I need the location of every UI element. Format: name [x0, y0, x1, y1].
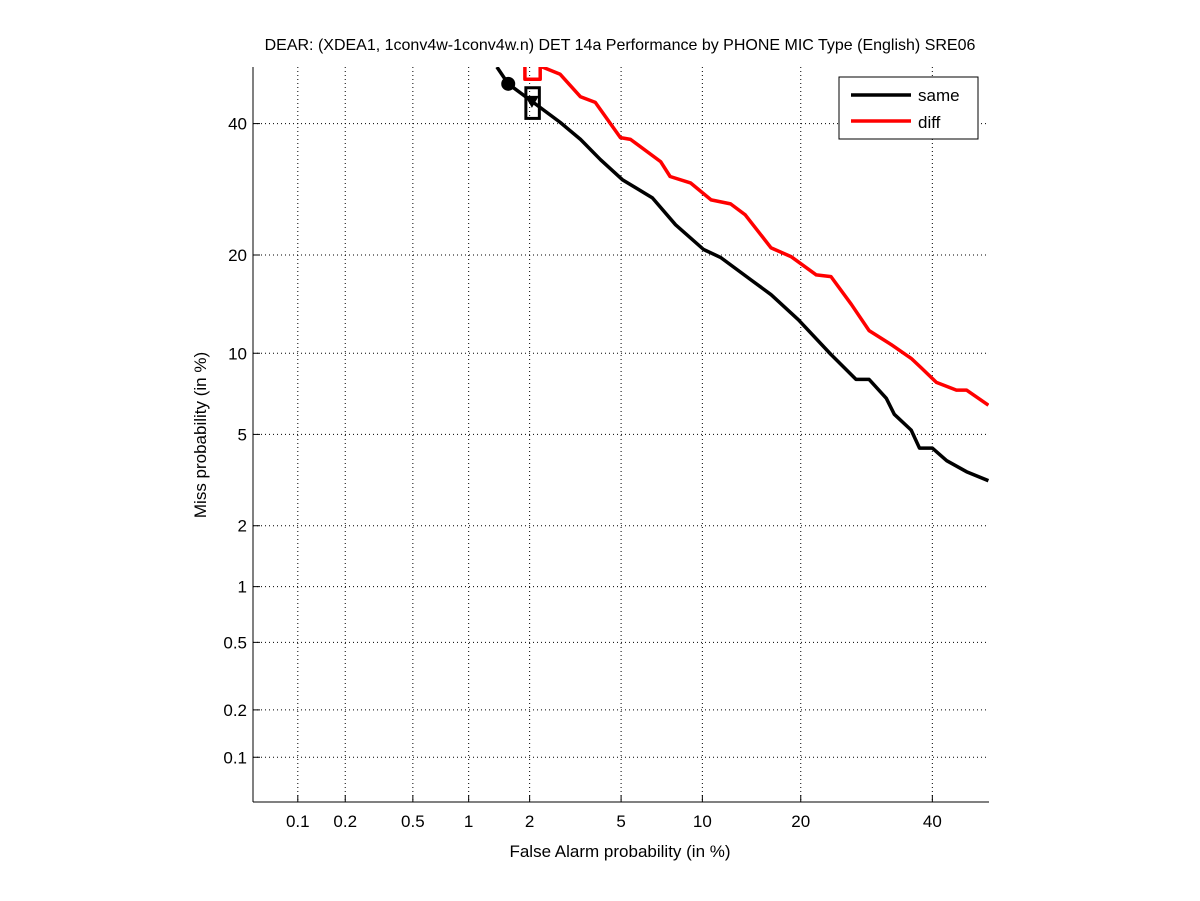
x-tick-label: 40 [923, 812, 942, 831]
y-tick-label: 10 [228, 344, 247, 363]
y-axis-label: Miss probability (in %) [191, 352, 210, 518]
grid [253, 67, 989, 802]
x-tick-label: 1 [464, 812, 473, 831]
y-tick-label: 1 [238, 578, 247, 597]
axes [252, 67, 989, 803]
x-axis-label: False Alarm probability (in %) [509, 842, 730, 861]
y-tick-label: 0.5 [223, 633, 247, 652]
x-tick-label: 2 [525, 812, 534, 831]
x-tick-label: 20 [791, 812, 810, 831]
y-tick-label: 2 [238, 517, 247, 536]
chart-title: DEAR: (XDEA1, 1conv4w-1conv4w.n) DET 14a… [265, 37, 976, 54]
same-confidence-box [524, 86, 541, 120]
series-line-diff [523, 67, 989, 407]
markers [501, 76, 541, 120]
legend-label-same: same [918, 86, 960, 105]
x-tick-label: 10 [693, 812, 712, 831]
same-actual-dcf-triangle [524, 95, 539, 108]
series-line-same [495, 67, 989, 483]
y-tick-label: 0.1 [223, 748, 247, 767]
same-min-dcf-circle [501, 76, 516, 91]
x-tick-label: 0.1 [286, 812, 310, 831]
legend-label-diff: diff [918, 113, 941, 132]
tick-labels: 0.1 0.2 0.5 1 2 5 10 20 40 0.1 0.2 0.5 1 2 5 10 20 40 [223, 115, 941, 831]
x-tick-label: 0.2 [333, 812, 357, 831]
legend-box [838, 76, 979, 140]
y-tick-label: 0.2 [223, 701, 247, 720]
y-tick-label: 40 [228, 115, 247, 134]
y-tick-label: 20 [228, 246, 247, 265]
x-tick-label: 0.5 [401, 812, 425, 831]
x-tick-label: 5 [616, 812, 625, 831]
series-lines [495, 67, 989, 483]
y-tick-label: 5 [238, 425, 247, 444]
legend: same diff [838, 76, 979, 140]
